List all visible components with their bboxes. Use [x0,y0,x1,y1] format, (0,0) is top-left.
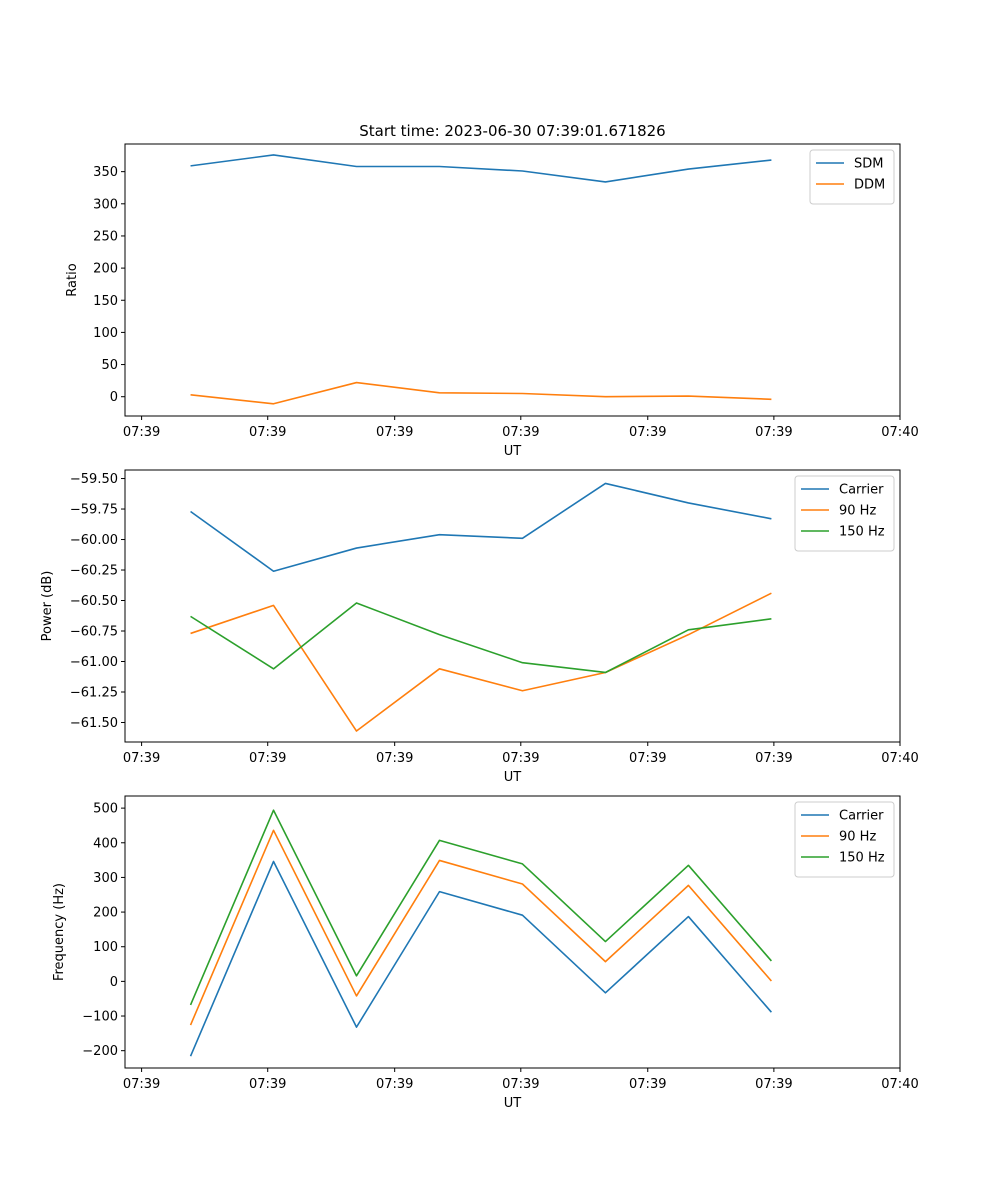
x-tick-label: 07:39 [123,751,160,766]
y-axis-label: Frequency (Hz) [52,883,67,981]
x-axis-label: UT [504,1096,522,1111]
y-tick-label: −59.50 [70,472,118,487]
x-axis-label: UT [504,444,522,459]
x-axis-label: UT [504,770,522,785]
legend-box [794,475,895,552]
x-tick-label: 07:39 [376,1077,413,1092]
series-line-150-hz [189,809,772,1006]
legend-label: SDM [854,157,883,172]
y-tick-label: 200 [93,906,118,921]
legend-label: 90 Hz [839,830,876,845]
y-tick-label: −60.25 [70,564,118,579]
x-tick-label: 07:39 [123,425,160,440]
y-tick-label: 500 [93,802,118,817]
x-tick-label: 07:40 [881,425,918,440]
legend-label: 150 Hz [839,525,885,540]
x-tick-label: 07:39 [629,425,666,440]
chart-panel-2: −61.50 −61.25 −61.00 −60.75 −60.50 −60.25 −60.… [40,469,919,785]
y-tick-label: 400 [93,836,118,851]
y-tick-label: −100 [82,1010,118,1025]
x-tick-label: 07:39 [502,751,539,766]
x-tick-label: 07:39 [249,751,286,766]
legend-label: 150 Hz [839,851,885,866]
figure-title: Start time: 2023-06-30 07:39:01.671826 [359,122,665,140]
y-axis-label: Ratio [65,263,80,296]
x-tick-label: 07:39 [249,1077,286,1092]
x-tick-label: 07:39 [755,425,792,440]
x-tick-label: 07:40 [881,751,918,766]
y-tick-label: 350 [93,165,118,180]
y-tick-label: 250 [93,229,118,244]
y-tick-label: −200 [82,1044,118,1059]
y-tick-label: 100 [93,326,118,341]
y-tick-label: 300 [93,871,118,886]
y-tick-label: −60.00 [70,533,118,548]
series-line-150-hz [190,602,772,674]
y-tick-label: −61.25 [70,685,118,700]
y-tick-label: 0 [110,390,118,405]
legend-label: 90 Hz [839,504,876,519]
x-tick-label: 07:39 [502,425,539,440]
x-tick-label: 07:39 [376,751,413,766]
x-tick-label: 07:39 [755,751,792,766]
chart-panel-1: 0 50 100 150 200 250 300 350 07:39 07:39 07:39 07:3… [65,143,919,459]
y-tick-label: −61.00 [70,655,118,670]
legend-label: DDM [854,178,885,193]
y-tick-label: −59.75 [70,503,118,518]
legend: Carrier 90 Hz 150 Hz [794,475,895,552]
series-line-90-hz [190,592,772,732]
chart-panel-3: −200 −100 0 100 200 300 400 500 07:39 07:39 07:39 0… [52,795,919,1111]
series-line-ddm [190,381,772,405]
y-axis-label: Power (dB) [40,571,55,642]
series-line-carrier [189,860,772,1057]
x-tick-label: 07:40 [881,1077,918,1092]
y-tick-label: 0 [110,975,118,990]
x-tick-label: 07:39 [249,425,286,440]
x-tick-label: 07:39 [502,1077,539,1092]
y-tick-label: 200 [93,262,118,277]
axes-frame [124,469,901,743]
legend-box [794,801,895,878]
axes-frame [124,795,901,1069]
series-line-carrier [190,482,772,573]
x-tick-label: 07:39 [755,1077,792,1092]
y-tick-label: −61.50 [70,716,118,731]
y-tick-label: −60.50 [70,594,118,609]
y-tick-label: 300 [93,197,118,212]
y-tick-label: 50 [101,358,118,373]
legend: SDM DDM [809,149,895,205]
axes-frame [124,143,901,417]
y-tick-label: −60.75 [70,625,118,640]
y-tick-label: 100 [93,940,118,955]
x-tick-label: 07:39 [376,425,413,440]
x-tick-label: 07:39 [629,751,666,766]
legend: Carrier 90 Hz 150 Hz [794,801,895,878]
series-line-90-hz [189,829,772,1026]
x-tick-label: 07:39 [629,1077,666,1092]
y-tick-label: 150 [93,294,118,309]
legend-label: Carrier [839,809,884,824]
x-tick-label: 07:39 [123,1077,160,1092]
series-line-sdm [190,154,772,183]
legend-label: Carrier [839,483,884,498]
